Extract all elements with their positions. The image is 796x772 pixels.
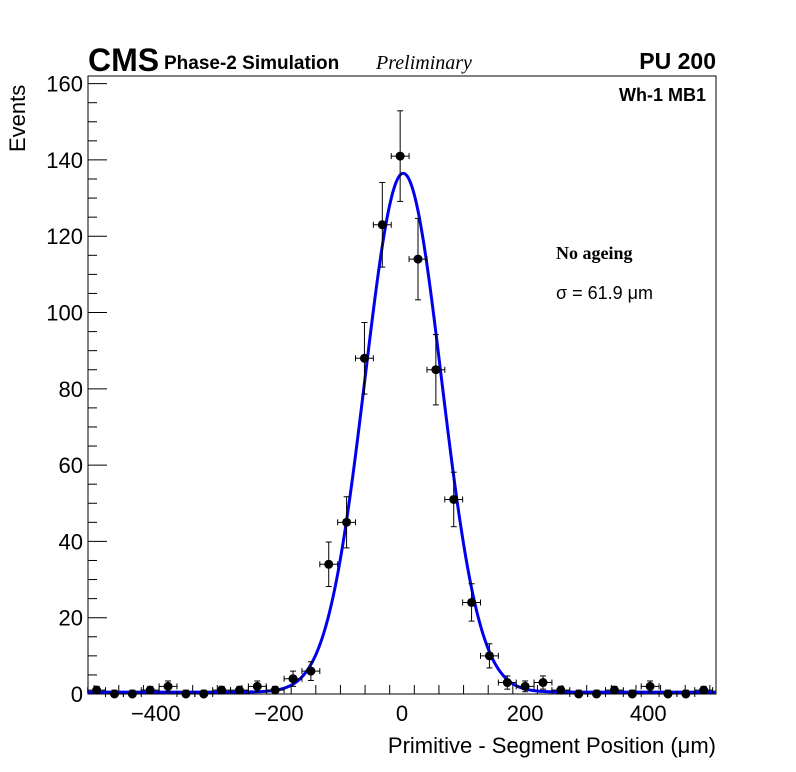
region-label: Wh-1 MB1 xyxy=(619,85,706,105)
data-marker xyxy=(234,685,244,695)
data-point xyxy=(640,680,660,693)
y-tick-label: 140 xyxy=(46,148,83,173)
data-point xyxy=(497,675,517,690)
data-point xyxy=(372,181,392,268)
x-tick-label: −200 xyxy=(254,701,304,726)
data-marker xyxy=(127,689,137,699)
y-tick-label: 60 xyxy=(59,453,83,478)
data-marker xyxy=(449,494,459,504)
data-marker xyxy=(556,685,566,695)
data-marker xyxy=(92,685,102,695)
y-tick-label: 120 xyxy=(46,224,83,249)
data-point xyxy=(265,685,285,695)
x-tick-label: −400 xyxy=(131,701,181,726)
data-marker xyxy=(645,681,655,691)
data-point xyxy=(533,675,553,690)
data-point xyxy=(87,685,107,695)
data-marker xyxy=(520,681,530,691)
data-point xyxy=(337,496,357,549)
cms-label: CMS xyxy=(88,42,159,78)
data-point xyxy=(122,689,142,699)
data-marker xyxy=(342,517,352,527)
y-axis-title: Events xyxy=(5,85,30,152)
data-marker xyxy=(431,365,441,375)
data-point xyxy=(140,685,160,695)
data-point xyxy=(694,685,714,695)
data-point xyxy=(515,680,535,693)
condition-label: No ageing xyxy=(556,243,633,263)
y-tick-labels: 0 20 40 60 80 100 120 140 160 xyxy=(46,72,83,707)
data-marker xyxy=(377,220,387,230)
data-marker xyxy=(359,353,369,363)
data-point xyxy=(390,110,410,202)
data-point xyxy=(480,643,499,669)
data-point xyxy=(676,689,696,699)
data-point xyxy=(408,217,428,301)
data-marker xyxy=(163,681,173,691)
data-marker xyxy=(109,689,119,699)
x-tick-label: 400 xyxy=(630,701,667,726)
data-marker xyxy=(592,689,602,699)
data-marker xyxy=(502,678,512,688)
data-point xyxy=(194,689,214,699)
preliminary-label: Preliminary xyxy=(375,52,472,74)
y-tick-label: 160 xyxy=(46,72,83,97)
y-axis-ticks xyxy=(88,83,107,695)
x-axis-title: Primitive - Segment Position (μm) xyxy=(388,733,716,758)
plot-frame xyxy=(87,75,717,695)
data-marker xyxy=(395,151,405,161)
y-tick-label: 20 xyxy=(59,606,83,631)
data-point xyxy=(551,685,571,695)
data-marker xyxy=(663,689,673,699)
data-marker xyxy=(181,689,191,699)
data-points xyxy=(87,110,714,699)
pileup-label: PU 200 xyxy=(639,48,716,74)
data-point xyxy=(158,680,178,693)
data-marker xyxy=(627,689,637,699)
phase2-simulation-label: Phase-2 Simulation xyxy=(164,53,339,74)
data-marker xyxy=(699,685,709,695)
data-point xyxy=(444,471,464,528)
y-tick-label: 40 xyxy=(59,529,83,554)
y-tick-label: 0 xyxy=(71,682,83,707)
data-marker xyxy=(538,678,548,688)
data-marker xyxy=(217,685,227,695)
data-point xyxy=(176,689,196,699)
x-tick-label: 200 xyxy=(507,701,544,726)
data-marker xyxy=(199,689,209,699)
plot-border xyxy=(87,75,717,695)
y-tick-label: 100 xyxy=(46,301,83,326)
data-point xyxy=(230,685,249,695)
data-marker xyxy=(681,689,691,699)
data-point xyxy=(301,661,321,681)
x-tick-label: 0 xyxy=(396,701,408,726)
data-marker xyxy=(306,666,316,676)
data-point xyxy=(319,541,339,588)
data-marker xyxy=(288,674,298,684)
data-marker xyxy=(270,685,280,695)
resolution-label: σ = 61.9 μm xyxy=(556,283,653,303)
data-marker xyxy=(324,559,334,569)
data-marker xyxy=(467,597,477,607)
data-point xyxy=(462,583,481,622)
data-marker xyxy=(609,685,619,695)
data-point xyxy=(247,680,267,693)
data-point xyxy=(212,685,232,695)
data-marker xyxy=(484,651,494,661)
data-point xyxy=(426,334,446,406)
data-marker xyxy=(413,254,423,264)
data-marker xyxy=(574,689,584,699)
data-marker xyxy=(252,681,262,691)
data-point xyxy=(283,670,303,687)
x-tick-labels: −400 −200 0 200 400 xyxy=(131,701,667,726)
data-marker xyxy=(145,685,155,695)
data-point xyxy=(622,689,642,699)
data-point xyxy=(355,322,374,395)
y-tick-label: 80 xyxy=(59,377,83,402)
